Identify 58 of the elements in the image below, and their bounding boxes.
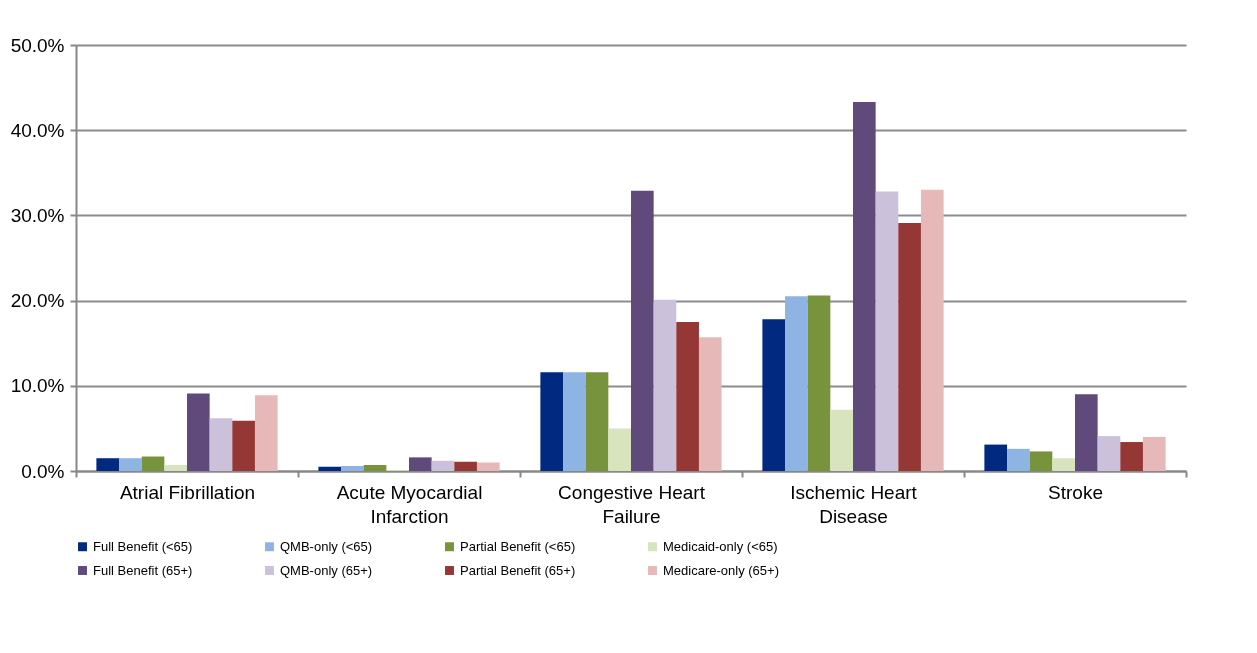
bar bbox=[431, 460, 455, 471]
bar bbox=[341, 465, 364, 471]
y-tick-label: 10.0% bbox=[10, 375, 65, 397]
bar bbox=[1142, 436, 1166, 471]
x-tick-label: Congestive Heart Failure bbox=[558, 481, 706, 527]
bar bbox=[762, 319, 786, 471]
bar bbox=[409, 457, 432, 471]
bar bbox=[254, 395, 278, 471]
bar bbox=[119, 458, 142, 471]
legend-label: QMB-only (<65) bbox=[280, 538, 373, 554]
bar bbox=[187, 393, 210, 471]
bar bbox=[807, 295, 831, 471]
bar bbox=[631, 190, 654, 471]
bar bbox=[1120, 442, 1143, 471]
bar bbox=[898, 223, 921, 471]
legend-label: Partial Benefit (<65) bbox=[460, 538, 576, 554]
bar bbox=[608, 428, 631, 471]
bar bbox=[1075, 394, 1098, 471]
y-tick-label: 40.0% bbox=[10, 119, 65, 141]
bar bbox=[1097, 436, 1121, 471]
bar bbox=[540, 372, 564, 471]
y-tick-label: 30.0% bbox=[10, 204, 65, 226]
x-tick-label: Stroke bbox=[1048, 481, 1103, 503]
bar bbox=[853, 102, 876, 471]
bar bbox=[363, 465, 387, 471]
bar bbox=[676, 321, 699, 471]
y-tick-label: 50.0% bbox=[10, 34, 65, 56]
legend-label: Full Benefit (65+) bbox=[93, 562, 193, 578]
bar bbox=[875, 191, 899, 471]
bar bbox=[585, 372, 609, 471]
bar bbox=[476, 462, 500, 471]
bar bbox=[830, 409, 853, 471]
bar bbox=[318, 466, 342, 471]
bar bbox=[984, 444, 1008, 471]
bar bbox=[232, 420, 255, 471]
legend-label: QMB-only (65+) bbox=[280, 562, 373, 578]
bar bbox=[653, 299, 677, 471]
bar bbox=[1007, 448, 1030, 471]
bar bbox=[209, 418, 233, 471]
bar bbox=[785, 296, 808, 471]
y-tick-label: 0.0% bbox=[21, 460, 65, 482]
x-tick-label: Ischemic Heart Disease bbox=[790, 481, 918, 527]
legend-label: Medicare-only (65+) bbox=[663, 562, 779, 578]
bar bbox=[920, 189, 944, 471]
bar bbox=[96, 458, 120, 471]
bar bbox=[698, 337, 722, 471]
bar bbox=[1029, 451, 1053, 471]
bar bbox=[1052, 458, 1075, 471]
x-tick-label: Acute Myocardial Infarction bbox=[336, 481, 483, 527]
bar bbox=[563, 372, 586, 471]
bar bbox=[454, 461, 477, 471]
legend-label: Full Benefit (<65) bbox=[93, 538, 193, 554]
y-tick-label: 20.0% bbox=[10, 290, 65, 312]
legend-label: Partial Benefit (65+) bbox=[460, 562, 576, 578]
x-tick-label: Atrial Fibrillation bbox=[119, 481, 256, 503]
legend-label: Medicaid-only (<65) bbox=[663, 538, 778, 554]
bar bbox=[141, 456, 165, 471]
bar bbox=[164, 465, 187, 471]
